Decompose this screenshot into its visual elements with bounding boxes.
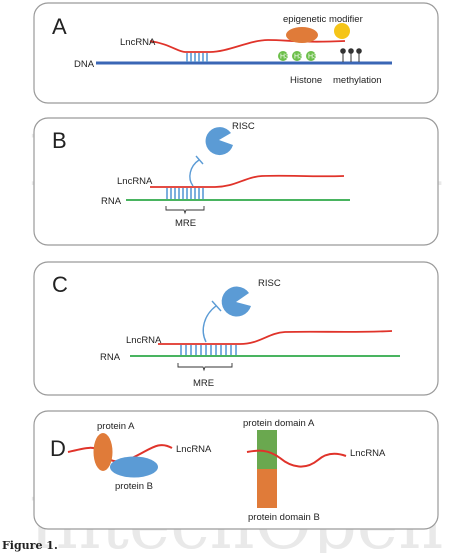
panel-c-risc-complex bbox=[221, 286, 251, 317]
domain-b-label: protein domain B bbox=[248, 512, 320, 523]
panel-d: D protein A protein B LncRNA protein dom… bbox=[33, 410, 439, 530]
panel-b-base-pairs bbox=[166, 188, 204, 199]
histone-3 bbox=[306, 51, 316, 61]
panel-c: C RNA LncRNA MRE RISC bbox=[33, 261, 439, 396]
panel-d-lncrna-left bbox=[67, 444, 173, 463]
panel-b-inhibition-bar bbox=[195, 155, 204, 165]
panel-b-letter: B bbox=[52, 128, 67, 153]
modifier-label: epigenetic modifier bbox=[283, 14, 363, 25]
panel-b-frame bbox=[33, 117, 439, 246]
panel-c-lncrna bbox=[158, 330, 393, 345]
panel-c-rna-label: RNA bbox=[100, 352, 121, 363]
histone-mark-1: H3 bbox=[280, 54, 289, 61]
panel-c-lncrna-label: LncRNA bbox=[126, 335, 162, 346]
histone-1 bbox=[278, 51, 288, 61]
panel-b-mre-bracket bbox=[165, 206, 205, 215]
panel-a-base-pairs bbox=[186, 53, 208, 62]
panel-c-risc-label: RISC bbox=[258, 278, 281, 289]
protein-b-shape bbox=[110, 456, 158, 478]
panel-c-inhibition-bar bbox=[211, 300, 222, 312]
panel-b-lncrna bbox=[150, 174, 345, 188]
protein-b-label: protein B bbox=[115, 481, 153, 492]
panel-a-lncrna-label: LncRNA bbox=[120, 37, 156, 48]
panel-b-rna-label: RNA bbox=[101, 196, 122, 207]
panel-c-letter: C bbox=[52, 272, 68, 297]
methylation-label: methylation bbox=[333, 75, 382, 86]
figure-caption: Figure 1. bbox=[2, 539, 58, 552]
protein-domain-a bbox=[257, 430, 277, 469]
panel-b-mre-label: MRE bbox=[175, 218, 196, 229]
panel-b-risc-complex bbox=[205, 127, 233, 156]
panel-a-frame bbox=[33, 2, 439, 104]
panel-c-base-pairs bbox=[180, 345, 237, 355]
panel-d-lncrna-right bbox=[246, 449, 347, 468]
panel-c-mre-label: MRE bbox=[193, 378, 214, 389]
histone-mark-3: H3 bbox=[308, 54, 317, 61]
histone-mark-2: H3 bbox=[294, 54, 303, 61]
histones: H3 H3 H3 bbox=[278, 51, 317, 61]
panel-a-letter: A bbox=[52, 14, 67, 39]
methylation-pins bbox=[340, 48, 362, 62]
histone-2 bbox=[292, 51, 302, 61]
protein-domain-b bbox=[257, 469, 277, 508]
dna-label: DNA bbox=[74, 59, 95, 70]
panel-d-letter: D bbox=[50, 436, 66, 461]
panel-d-frame bbox=[33, 410, 439, 530]
panel-b-inhibition-arrow bbox=[189, 159, 200, 187]
protein-a-shape bbox=[93, 433, 113, 471]
panel-c-frame bbox=[33, 261, 439, 396]
panel-c-mre-bracket bbox=[177, 363, 233, 372]
panel-d-lncrna-right-label: LncRNA bbox=[350, 448, 386, 459]
protein-a-label: protein A bbox=[97, 421, 135, 432]
histone-label: Histone bbox=[290, 75, 322, 86]
panel-b: B RNA LncRNA MRE RISC bbox=[33, 117, 439, 246]
panel-d-lncrna-left-label: LncRNA bbox=[176, 444, 212, 455]
domain-a-label: protein domain A bbox=[243, 418, 315, 429]
panel-b-lncrna-label: LncRNA bbox=[117, 176, 153, 187]
epigenetic-modifier bbox=[286, 27, 318, 43]
panel-a: A DNA LncRNA epigenetic modifier H3 H3 H… bbox=[33, 2, 439, 104]
panel-c-inhibition-arrow bbox=[202, 305, 217, 343]
methyl-group-ball bbox=[334, 23, 350, 39]
panel-b-risc-label: RISC bbox=[232, 121, 255, 132]
